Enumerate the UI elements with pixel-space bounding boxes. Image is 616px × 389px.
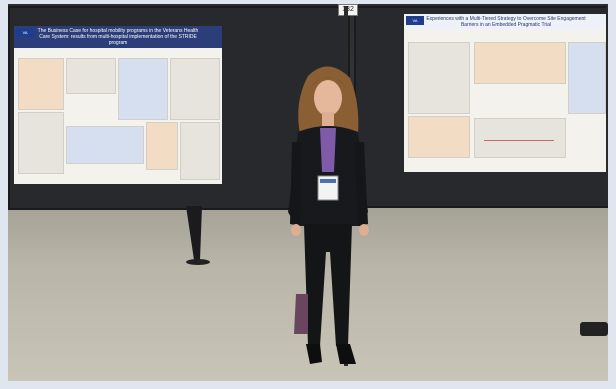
poster-section [408,42,470,114]
poster-section [18,58,64,110]
poster-section [66,58,116,94]
poster-flowchart [474,42,566,84]
right-poster: Experiences with a Multi-Tiered Strategy… [404,14,608,172]
board-number-tag: 132 [338,4,358,16]
va-logo: VA [16,28,34,37]
right-poster-title: Experiences with a Multi-Tiered Strategy… [404,14,608,30]
presenter [288,66,369,364]
chart-line [484,140,554,141]
board-post [606,6,608,206]
left-poster: The Business Case for hospital mobility … [14,26,222,184]
poster-section [18,112,64,174]
poster-section [408,116,470,158]
photo-scene: The Business Case for hospital mobility … [8,4,608,381]
left-poster-title: The Business Case for hospital mobility … [14,26,222,48]
passerby-legs [186,206,210,265]
poster-section [146,122,178,170]
poster-chart [568,42,606,114]
va-logo: VA [406,16,424,25]
floor-stand-base [580,322,608,336]
poster-table [66,126,144,164]
poster-line-chart [474,118,566,158]
poster-table [118,58,168,120]
poster-section [170,58,220,120]
poster-section [180,122,220,180]
